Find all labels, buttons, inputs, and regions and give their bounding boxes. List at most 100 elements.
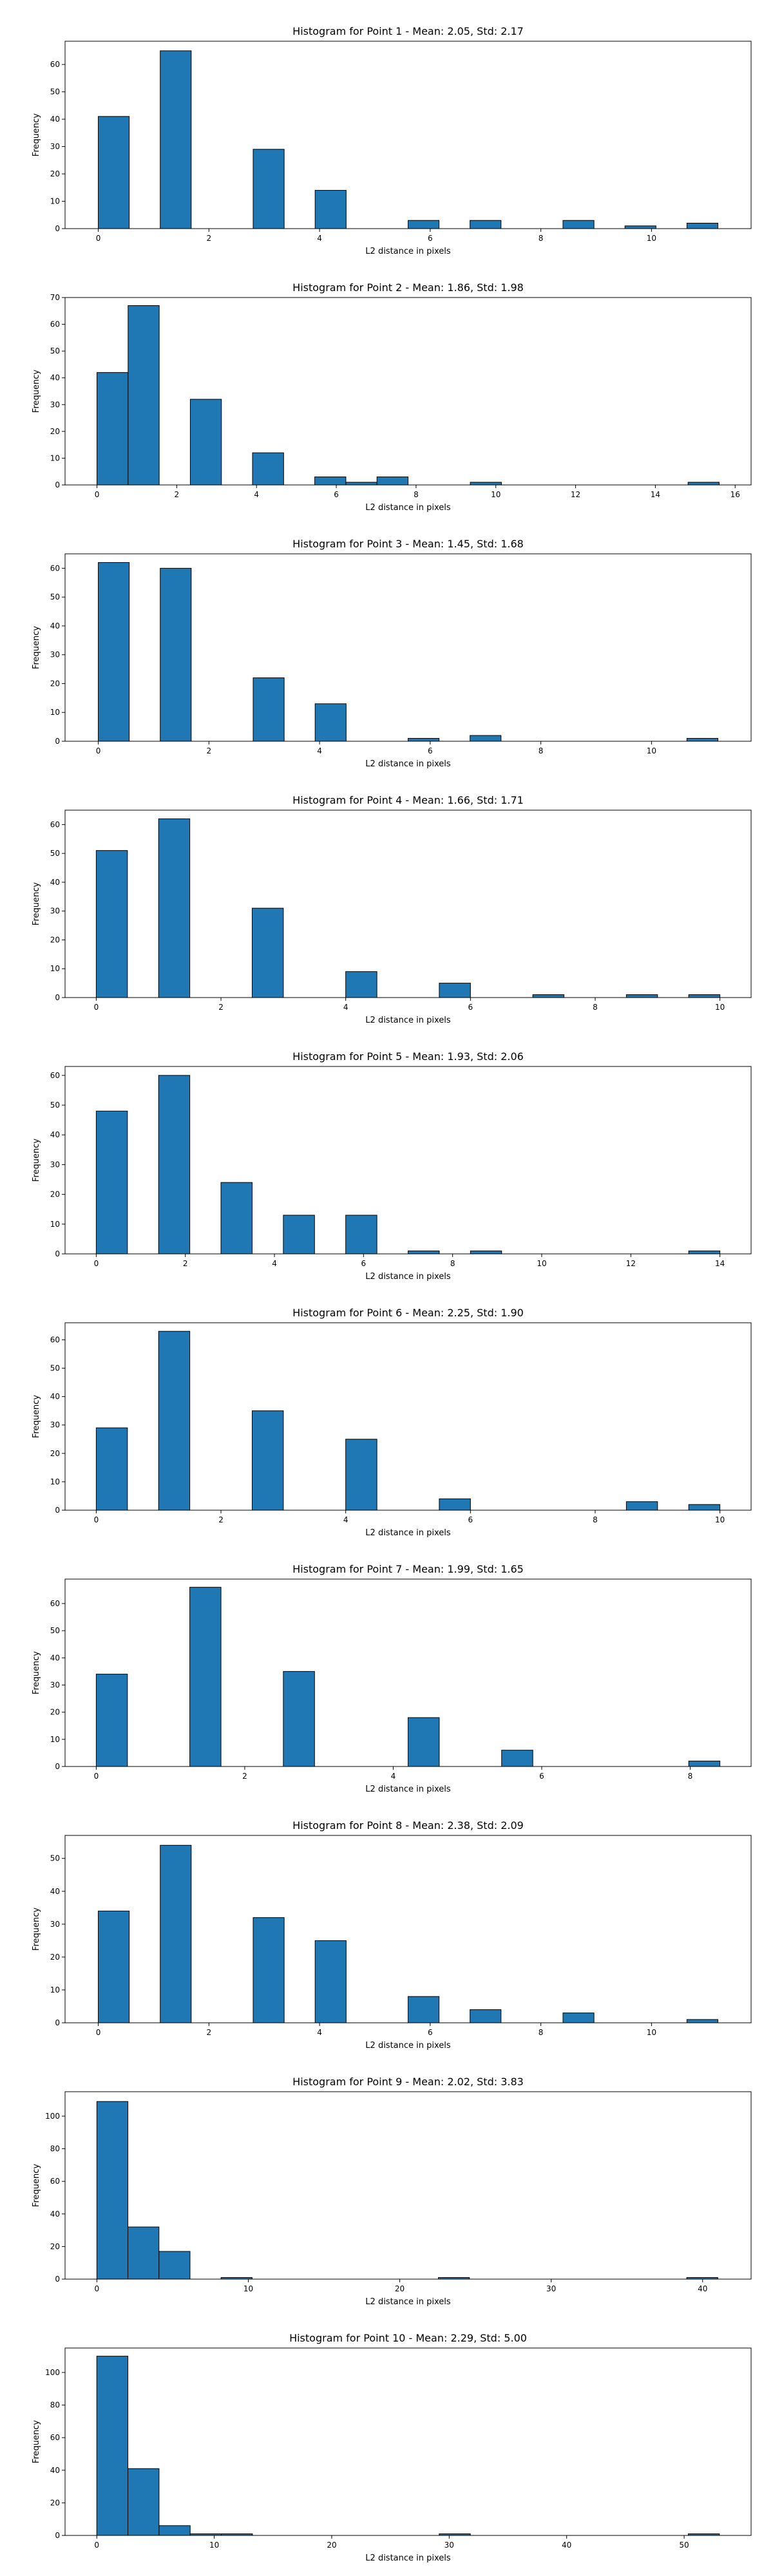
chart-2-xtick-label-1: 0 xyxy=(95,490,100,499)
chart-1-ytick-label-3: 20 xyxy=(50,169,60,178)
chart-9-panel: Histogram for Point 9 - Mean: 2.02, Std:… xyxy=(32,2076,752,2307)
chart-8-bar-6 xyxy=(470,2009,502,2023)
chart-3-ylabel: Frequency xyxy=(32,626,41,669)
chart-2-axes-frame xyxy=(64,297,752,486)
chart-9-ytick-label-3: 40 xyxy=(50,2210,60,2219)
chart-1-xtick-label-4: 6 xyxy=(428,234,433,243)
chart-5-xtick-label-7: 12 xyxy=(626,1259,636,1268)
chart-6-bar-5 xyxy=(439,1498,471,1511)
chart-2-bar-3 xyxy=(189,399,222,486)
chart-1-xtick-label-6: 10 xyxy=(647,234,656,243)
chart-6-ytick-label-4: 30 xyxy=(50,1421,60,1430)
chart-4-xtick-label-5: 8 xyxy=(593,1003,598,1012)
chart-7-axes-frame xyxy=(64,1578,752,1767)
chart-7-xtick-label-2: 2 xyxy=(242,1772,247,1781)
chart-8-xtick-label-1: 0 xyxy=(96,2028,101,2037)
chart-4-bar-5 xyxy=(439,983,471,998)
chart-6-bar-4 xyxy=(345,1439,377,1511)
chart-2-bar-5 xyxy=(314,477,347,486)
chart-2-ytick-label-7: 60 xyxy=(50,320,60,329)
chart-6-bar-2 xyxy=(158,1331,191,1511)
chart-3-bar-1 xyxy=(98,562,130,742)
chart-3-ytick-label-5: 40 xyxy=(50,621,60,630)
chart-10-ytick-label-2: 20 xyxy=(50,2498,60,2507)
chart-7-bar-1 xyxy=(95,1674,128,1767)
chart-2-xtick-label-4: 6 xyxy=(334,490,339,499)
chart-6-xtick-label-5: 8 xyxy=(593,1515,598,1524)
chart-10-bar-3 xyxy=(158,2525,191,2536)
chart-3-xtick-label-3: 4 xyxy=(317,746,322,755)
chart-10-ytick-label-1: 0 xyxy=(55,2531,60,2540)
chart-8-bar-4 xyxy=(314,1940,347,2023)
chart-3-title: Histogram for Point 3 - Mean: 1.45, Std:… xyxy=(292,538,524,550)
chart-4-bar-7 xyxy=(625,994,658,998)
chart-10-panel: Histogram for Point 10 - Mean: 2.29, Std… xyxy=(32,2332,752,2563)
chart-10-xtick-label-1: 0 xyxy=(94,2541,99,2550)
chart-3-xtick-label-1: 0 xyxy=(96,746,101,755)
chart-7-xtick-label-4: 6 xyxy=(539,1772,544,1781)
chart-4-ytick-label-7: 60 xyxy=(50,820,60,829)
chart-9-xtick-label-5: 40 xyxy=(698,2284,707,2293)
chart-5-ylabel: Frequency xyxy=(32,1139,41,1182)
chart-6-ytick-label-6: 50 xyxy=(50,1364,60,1373)
chart-6-ylabel: Frequency xyxy=(32,1395,41,1438)
chart-4-bar-6 xyxy=(532,994,565,998)
chart-9-ytick-label-6: 100 xyxy=(45,2112,60,2121)
chart-5-bar-2 xyxy=(158,1075,191,1255)
chart-1-xtick-label-5: 8 xyxy=(539,234,544,243)
chart-9-xtick-label-4: 30 xyxy=(546,2284,556,2293)
chart-5-ytick-label-5: 40 xyxy=(50,1130,60,1139)
chart-4-bar-3 xyxy=(251,907,284,998)
chart-9-bar-1 xyxy=(96,2101,129,2280)
chart-10-xtick-label-3: 20 xyxy=(327,2541,336,2550)
chart-9-ytick-label-2: 20 xyxy=(50,2242,60,2251)
chart-6-ytick-label-1: 0 xyxy=(55,1506,60,1515)
chart-8-ylabel: Frequency xyxy=(32,1908,41,1951)
chart-5-title: Histogram for Point 5 - Mean: 1.93, Std:… xyxy=(292,1050,524,1063)
chart-6-ytick-label-2: 10 xyxy=(50,1477,60,1486)
chart-10-ytick-label-3: 40 xyxy=(50,2466,60,2475)
chart-4-bar-8 xyxy=(688,994,721,998)
chart-3-xtick-label-2: 2 xyxy=(206,746,211,755)
chart-8-xtick-label-2: 2 xyxy=(206,2028,211,2037)
chart-2-bar-4 xyxy=(252,452,284,486)
chart-6-xtick-label-3: 4 xyxy=(343,1515,348,1524)
chart-10-ylabel: Frequency xyxy=(32,2420,41,2463)
chart-2-ytick-label-3: 20 xyxy=(50,427,60,436)
chart-8-panel: Histogram for Point 8 - Mean: 2.38, Std:… xyxy=(32,1819,752,2050)
chart-5-xtick-label-4: 6 xyxy=(361,1259,367,1268)
chart-7-ytick-label-1: 0 xyxy=(55,1762,60,1771)
chart-8-bar-3 xyxy=(253,1917,285,2023)
chart-3-xtick-label-4: 6 xyxy=(428,746,433,755)
chart-1-bar-2 xyxy=(160,50,192,229)
chart-4-bar-2 xyxy=(158,818,191,998)
chart-6-xtick-label-2: 2 xyxy=(218,1515,224,1524)
chart-8-ytick-label-5: 40 xyxy=(50,1887,60,1896)
chart-6-xlabel: L2 distance in pixels xyxy=(365,1528,451,1538)
chart-2-xtick-label-9: 16 xyxy=(730,490,740,499)
chart-9-title: Histogram for Point 9 - Mean: 2.02, Std:… xyxy=(292,2076,524,2088)
chart-10-bar-1 xyxy=(96,2356,129,2536)
chart-10-axes-frame xyxy=(64,2347,752,2536)
chart-9-xtick-label-2: 10 xyxy=(243,2284,253,2293)
chart-7-ytick-label-5: 40 xyxy=(50,1653,60,1662)
chart-3-ytick-label-2: 10 xyxy=(50,708,60,717)
chart-8-ytick-label-2: 10 xyxy=(50,1985,60,1994)
chart-8-ytick-label-4: 30 xyxy=(50,1920,60,1929)
chart-2-bar-6 xyxy=(345,482,377,486)
chart-2-xtick-label-2: 2 xyxy=(175,490,180,499)
chart-4-ytick-label-4: 30 xyxy=(50,907,60,916)
chart-5-ytick-label-2: 10 xyxy=(50,1220,60,1229)
chart-8-ytick-label-1: 0 xyxy=(55,2018,60,2027)
chart-5-bar-6 xyxy=(408,1250,440,1255)
chart-6-axes-frame xyxy=(64,1322,752,1511)
chart-4-ytick-label-5: 40 xyxy=(50,878,60,887)
chart-3-panel: Histogram for Point 3 - Mean: 1.45, Std:… xyxy=(32,538,752,769)
chart-9-xtick-label-1: 0 xyxy=(95,2284,100,2293)
chart-3-xlabel: L2 distance in pixels xyxy=(365,759,451,769)
chart-2-bar-8 xyxy=(470,482,502,486)
chart-7-bar-5 xyxy=(501,1750,533,1767)
chart-3-ytick-label-6: 50 xyxy=(50,592,60,601)
chart-7-xtick-label-5: 8 xyxy=(688,1772,693,1781)
